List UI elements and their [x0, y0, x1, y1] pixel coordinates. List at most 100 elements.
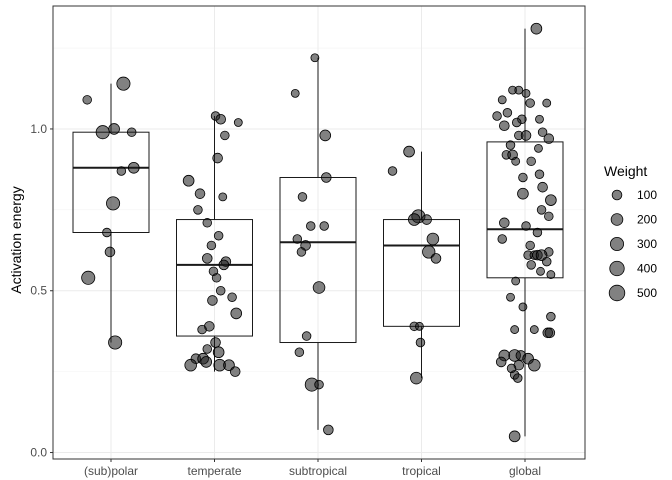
data-point: [213, 230, 224, 241]
data-point: [541, 256, 552, 267]
data-point: [312, 281, 326, 294]
box-iqr: [72, 131, 150, 233]
data-point: [520, 130, 532, 141]
data-point: [534, 143, 543, 153]
data-point: [206, 240, 217, 251]
data-point: [529, 325, 539, 334]
data-point: [290, 88, 300, 98]
data-point: [505, 140, 516, 150]
data-point: [528, 358, 541, 372]
data-point: [513, 373, 523, 383]
legend-label: 100: [637, 188, 657, 202]
data-point: [108, 123, 120, 135]
panel-border: [52, 5, 586, 460]
data-point: [510, 325, 520, 334]
data-point: [492, 111, 502, 121]
data-point: [292, 234, 303, 244]
legend-key: [611, 189, 623, 201]
data-point: [319, 221, 329, 231]
data-point: [387, 166, 398, 176]
x-tick-label: global: [509, 464, 541, 478]
legend-title: Weight: [604, 163, 647, 179]
data-point: [545, 194, 557, 206]
legend-item: 400: [609, 260, 657, 277]
data-point: [81, 270, 96, 285]
data-point: [546, 270, 556, 279]
data-point: [511, 117, 522, 128]
data-point: [508, 430, 521, 443]
legend-key: [608, 284, 626, 302]
data-point: [127, 161, 140, 174]
data-point: [310, 53, 320, 63]
data-point: [108, 335, 123, 350]
legend-label: 500: [637, 286, 657, 300]
data-point: [207, 295, 218, 306]
box-iqr: [176, 219, 253, 337]
data-point: [202, 344, 212, 354]
data-point: [193, 205, 203, 215]
y-tick-label: 1.0: [30, 122, 47, 136]
data-point: [426, 232, 440, 246]
data-point: [532, 227, 543, 238]
data-point: [296, 247, 307, 257]
data-point: [297, 192, 308, 202]
data-point: [543, 133, 555, 144]
data-point: [410, 371, 423, 385]
data-point: [511, 156, 521, 166]
data-point: [215, 113, 226, 125]
data-point: [537, 181, 548, 193]
data-point: [502, 108, 513, 118]
y-axis-title: Activation energy: [8, 186, 24, 293]
data-point: [218, 192, 228, 202]
data-point: [323, 424, 334, 436]
data-point: [301, 331, 312, 341]
data-point: [537, 127, 548, 137]
data-point: [536, 266, 545, 276]
legend-label: 400: [637, 262, 657, 276]
legend-item: 500: [608, 284, 657, 302]
data-point: [495, 356, 507, 368]
data-point: [212, 346, 225, 359]
data-point: [294, 347, 305, 357]
data-point: [421, 214, 432, 225]
y-tick-label: 0.0: [30, 446, 47, 460]
data-point: [201, 253, 213, 264]
data-point: [319, 129, 332, 142]
box-iqr: [383, 219, 460, 327]
data-point: [197, 324, 207, 335]
weight-legend: Weight 100 200 300 400 500: [604, 163, 657, 302]
data-point: [106, 196, 121, 211]
data-point: [403, 145, 415, 158]
data-point: [233, 118, 243, 127]
legend-label: 200: [637, 213, 657, 227]
legend-key: [609, 236, 625, 252]
data-point: [521, 88, 531, 98]
data-point: [497, 234, 507, 244]
x-tick-label: tropical: [402, 464, 441, 478]
data-point: [229, 366, 241, 377]
data-point: [544, 211, 554, 222]
legend-key: [610, 213, 624, 226]
data-point: [499, 120, 510, 131]
y-axis-ticks: 0.0 0.5 1.0: [30, 122, 53, 460]
legend-key: [609, 260, 625, 277]
data-point: [535, 114, 544, 124]
data-point: [182, 174, 195, 187]
legend-item: 200: [610, 213, 657, 227]
box-iqr: [486, 141, 564, 279]
data-point: [314, 379, 324, 390]
data-point: [215, 286, 226, 296]
data-point: [542, 98, 552, 108]
data-point: [526, 260, 536, 270]
data-point: [499, 217, 510, 229]
data-point: [546, 311, 556, 322]
data-point: [212, 152, 223, 164]
data-point: [526, 156, 536, 167]
data-point: [534, 169, 545, 179]
data-point: [497, 95, 507, 105]
data-point: [220, 130, 230, 141]
data-point: [521, 221, 531, 231]
data-point: [530, 22, 543, 35]
data-point: [126, 127, 137, 137]
